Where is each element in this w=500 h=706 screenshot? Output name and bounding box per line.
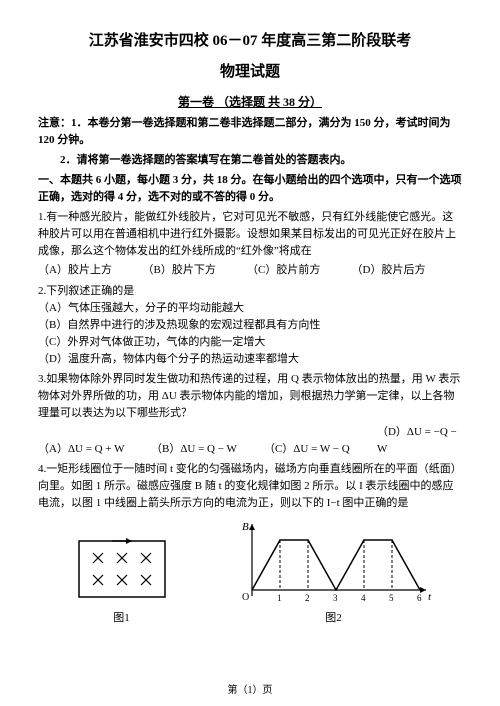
q2-stem: 2.下列叙述正确的是 bbox=[38, 285, 134, 297]
q4-stem: 4.一矩形线圈位于一随时间 t 变化的匀强磁场内，磁场方向垂直线圈所在的平面（纸… bbox=[38, 463, 462, 509]
q1-stem: 1.有一种感光胶片，能做红外线胶片，它对可见光不敏感，只有红外线能使它感光。这种… bbox=[38, 211, 456, 257]
figure-1-wrap: 图1 bbox=[67, 533, 177, 627]
figure-2-wrap: O B t 1 2 3 4 5 6 图2 bbox=[234, 518, 434, 627]
part-a-intro: 一、本题共 6 小题，每小题 3 分，共 18 分。在每小题给出的四个选项中，只… bbox=[38, 172, 462, 206]
figure-1-caption: 图1 bbox=[67, 610, 177, 627]
figures-row: 图1 O B t 1 2 3 4 5 6 bbox=[38, 518, 462, 627]
title-sub: 物理试题 bbox=[38, 61, 462, 84]
q1-opt-b: （B）胶片下方 bbox=[143, 262, 245, 279]
svg-text:5: 5 bbox=[389, 593, 394, 603]
q1-options: （A）胶片上方 （B）胶片下方 （C）胶片前方 （D）胶片后方 bbox=[38, 262, 462, 279]
svg-text:2: 2 bbox=[305, 593, 310, 603]
q1-opt-c: （C）胶片前方 bbox=[247, 262, 349, 279]
notice-2: 2．请将第一卷选择题的答案填写在第二卷首处的答题表内。 bbox=[38, 152, 462, 169]
q3-stem: 3.如果物体除外界同时发生做功和热传递的过程，用 Q 表示物体放出的热量，用 W… bbox=[38, 373, 460, 419]
figure-2-svg: O B t 1 2 3 4 5 6 bbox=[234, 518, 434, 608]
q1-opt-d: （D）胶片后方 bbox=[352, 262, 454, 279]
q3-opt-d: （D）ΔU = −Q − W bbox=[377, 424, 462, 458]
fig2-ylabel: B bbox=[242, 521, 249, 533]
q2-opt-c: （C）外界对气体做正功，气体的内能一定增大 bbox=[38, 334, 462, 351]
fig2-origin: O bbox=[242, 592, 249, 603]
q2-opt-b: （B）自然界中进行的涉及热现象的宏观过程都具有方向性 bbox=[38, 317, 462, 334]
svg-text:3: 3 bbox=[333, 593, 338, 603]
figure-2-caption: 图2 bbox=[234, 610, 434, 627]
page-root: 江苏省淮安市四校 06－07 年度高三第二阶段联考 物理试题 第一卷 （选择题 … bbox=[0, 0, 500, 647]
q3-options: （A）ΔU = Q + W （B）ΔU = Q − W （C）ΔU = W − … bbox=[38, 424, 462, 458]
question-1: 1.有一种感光胶片，能做红外线胶片，它对可见光不敏感，只有红外线能使它感光。这种… bbox=[38, 209, 462, 260]
page-footer: 第（1）页 bbox=[0, 681, 500, 696]
q2-opt-a: （A）气体压强越大，分子的平均动能越大 bbox=[38, 300, 462, 317]
notice-1: 注意：1．本卷分第一卷选择题和第二卷非选择题二部分，满分为 150 分，考试时间… bbox=[38, 115, 462, 149]
q3-opt-b: （B）ΔU = Q − W bbox=[151, 441, 261, 458]
svg-text:1: 1 bbox=[277, 593, 282, 603]
question-3: 3.如果物体除外界同时发生做功和热传递的过程，用 Q 表示物体放出的热量，用 W… bbox=[38, 371, 462, 422]
q3-opt-c: （C）ΔU = W − Q bbox=[264, 441, 374, 458]
title-main: 江苏省淮安市四校 06－07 年度高三第二阶段联考 bbox=[38, 30, 462, 53]
q2-opt-d: （D）温度升高，物体内每个分子的热运动速率都增大 bbox=[38, 351, 462, 368]
question-4: 4.一矩形线圈位于一随时间 t 变化的匀强磁场内，磁场方向垂直线圈所在的平面（纸… bbox=[38, 461, 462, 512]
svg-text:6: 6 bbox=[417, 593, 422, 603]
question-2: 2.下列叙述正确的是 bbox=[38, 283, 462, 300]
q3-opt-a: （A）ΔU = Q + W bbox=[38, 441, 148, 458]
svg-text:4: 4 bbox=[361, 593, 366, 603]
section-heading: 第一卷 （选择题 共 38 分） bbox=[38, 93, 462, 112]
figure-1-svg bbox=[67, 533, 177, 608]
fig2-xlabel: t bbox=[428, 591, 432, 603]
q1-opt-a: （A）胶片上方 bbox=[38, 262, 140, 279]
